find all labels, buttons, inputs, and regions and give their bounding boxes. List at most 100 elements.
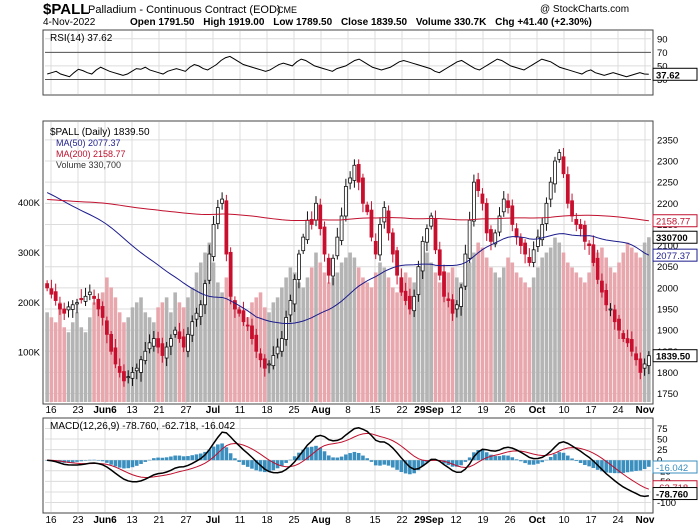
candle-body xyxy=(395,250,399,276)
candle-body xyxy=(544,202,549,225)
macd-histogram-bar xyxy=(211,446,216,461)
volume-bar xyxy=(463,272,468,402)
candle-body xyxy=(228,251,233,297)
macd-histogram-bar xyxy=(378,460,382,466)
x-tick-label: Jul xyxy=(206,515,221,526)
volume-bar xyxy=(625,242,630,402)
volume-bar xyxy=(540,257,544,402)
candle-body xyxy=(595,257,600,280)
candle-body xyxy=(326,257,331,276)
x-tick-label: Oct xyxy=(529,405,546,416)
volume-bar xyxy=(553,237,557,402)
candle-body xyxy=(390,232,395,255)
macd-histogram-bar xyxy=(638,460,643,471)
x-tick-label: 21 xyxy=(153,515,165,526)
macd-histogram-bar xyxy=(164,457,169,461)
price-tick-label: 2250 xyxy=(657,178,678,189)
volume-bar xyxy=(561,252,566,402)
macd-histogram-bar xyxy=(301,449,305,461)
macd-histogram-bar xyxy=(83,460,88,461)
volume-bar xyxy=(66,332,71,402)
macd-histogram-bar xyxy=(173,455,177,461)
macd-histogram-bar xyxy=(382,460,387,465)
macd-histogram-bar xyxy=(245,460,250,467)
candle-body xyxy=(348,177,353,184)
price-tick-label: 1950 xyxy=(657,305,678,316)
volume-bar xyxy=(190,287,195,402)
low-value: 1789.50 xyxy=(296,17,333,28)
macd-histogram-bar xyxy=(570,458,574,461)
macd-histogram-bar xyxy=(70,460,75,463)
volume-bar xyxy=(79,327,84,402)
candle-body xyxy=(553,160,557,185)
candle-body xyxy=(450,299,455,314)
macd-histogram-bar xyxy=(160,457,165,461)
rsi-tick-label: 50 xyxy=(657,61,668,72)
volume-bar xyxy=(557,242,562,402)
candle-body xyxy=(574,218,579,225)
macd-histogram-bar xyxy=(420,460,425,467)
candle-body xyxy=(331,257,335,277)
macd-histogram-bar xyxy=(177,455,182,461)
macd-histogram-bar xyxy=(216,444,220,461)
macd-histogram-bar xyxy=(254,460,259,471)
volume-bar xyxy=(181,307,186,402)
macd-histogram-bar xyxy=(190,455,195,461)
rsi-value-tag: 37.62 xyxy=(656,70,680,81)
rsi-title: RSI(14) 37.62 xyxy=(50,33,113,44)
macd-histogram-bar xyxy=(617,460,621,474)
candle-body xyxy=(480,193,485,204)
candle-body xyxy=(100,306,105,318)
candle-body xyxy=(207,253,212,281)
macd-histogram-bar xyxy=(203,451,207,461)
candle-body xyxy=(164,346,169,359)
chg-value: +41.40 (+2.30%) xyxy=(517,17,592,28)
candle-body xyxy=(258,353,263,361)
instrument-name: Palladium - Continuous Contract (EOD) xyxy=(88,4,281,16)
volume-bar xyxy=(297,282,301,402)
volume-bar xyxy=(156,307,160,402)
volume-bar xyxy=(301,287,305,402)
volume-bar xyxy=(228,287,233,402)
volume-bar xyxy=(292,272,297,402)
candle-body xyxy=(194,312,199,320)
macd-histogram-bar xyxy=(143,460,148,462)
volume-bar xyxy=(634,252,638,402)
x-tick-label: 23 xyxy=(72,405,84,416)
macd-histogram-bar xyxy=(463,460,468,462)
candle-body xyxy=(147,342,152,350)
macd-histogram-bar xyxy=(621,460,626,473)
macd-histogram-bar xyxy=(220,443,224,461)
candle-body xyxy=(386,210,391,234)
macd-histogram-bar xyxy=(523,460,527,464)
volume-bar xyxy=(130,307,135,402)
volume-bar xyxy=(433,272,438,402)
volume-bar xyxy=(139,297,143,402)
candle-body xyxy=(87,291,92,296)
candle-body xyxy=(322,226,327,255)
candle-body xyxy=(318,204,323,230)
volume-legend: Volume 330,700 xyxy=(56,160,121,170)
candle-body xyxy=(459,287,463,307)
volume-bar xyxy=(459,282,463,402)
price-tick-label: 1800 xyxy=(657,368,678,379)
candle-body xyxy=(510,205,515,225)
candle-body xyxy=(420,240,425,272)
candle-body xyxy=(412,295,417,312)
price-tick-label: 2350 xyxy=(657,135,678,146)
volume-bar xyxy=(510,262,515,402)
volume-label: Volume xyxy=(416,17,452,28)
high-label: High xyxy=(203,17,225,28)
x-tick-label: Jul xyxy=(206,405,221,416)
volume-bar xyxy=(612,272,617,402)
price-value-tag-box xyxy=(652,349,698,363)
candle-body xyxy=(271,355,276,367)
candle-body xyxy=(437,249,442,276)
macd-histogram-bar xyxy=(147,459,152,461)
ma50-line xyxy=(46,192,650,325)
x-tick-label: Jun6 xyxy=(93,405,117,416)
candle-body xyxy=(250,325,254,339)
candle-body xyxy=(489,229,493,242)
candle-body xyxy=(642,363,647,369)
rsi-tick-label: 90 xyxy=(657,34,668,45)
